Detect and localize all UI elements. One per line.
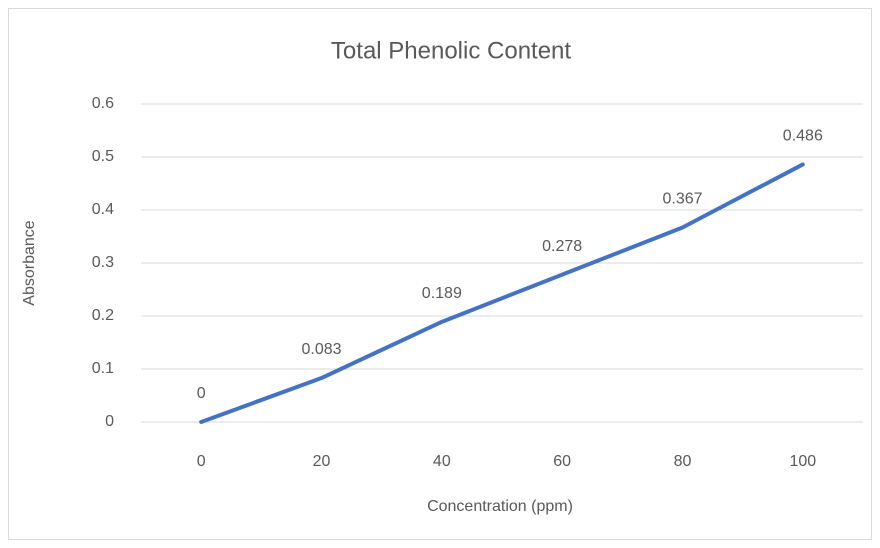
x-tick-label: 20 — [313, 453, 331, 470]
x-tick-label: 60 — [553, 453, 571, 470]
x-tick-label: 100 — [789, 453, 816, 470]
y-tick-label: 0.2 — [92, 307, 114, 324]
data-label: 0.189 — [422, 285, 462, 302]
y-tick-label: 0.4 — [92, 201, 114, 218]
x-tick-label: 40 — [433, 453, 451, 470]
data-label: 0.083 — [301, 341, 341, 358]
x-axis-label: Concentration (ppm) — [427, 498, 573, 515]
y-tick-label: 0.3 — [92, 254, 114, 271]
data-label: 0 — [197, 385, 206, 402]
chart-border — [8, 8, 872, 540]
y-tick-label: 0.5 — [92, 148, 114, 165]
data-line — [199, 162, 805, 424]
y-axis-label: Absorbance — [21, 220, 38, 305]
y-tick-label: 0.1 — [92, 360, 114, 377]
y-tick-label: 0 — [105, 413, 114, 430]
data-label: 0.278 — [542, 238, 582, 255]
x-tick-label: 80 — [674, 453, 692, 470]
data-label: 0.367 — [662, 191, 702, 208]
chart-title: Total Phenolic Content — [331, 37, 571, 64]
x-tick-label: 0 — [197, 453, 206, 470]
data-label: 0.486 — [783, 128, 823, 145]
y-tick-label: 0.6 — [92, 95, 114, 112]
